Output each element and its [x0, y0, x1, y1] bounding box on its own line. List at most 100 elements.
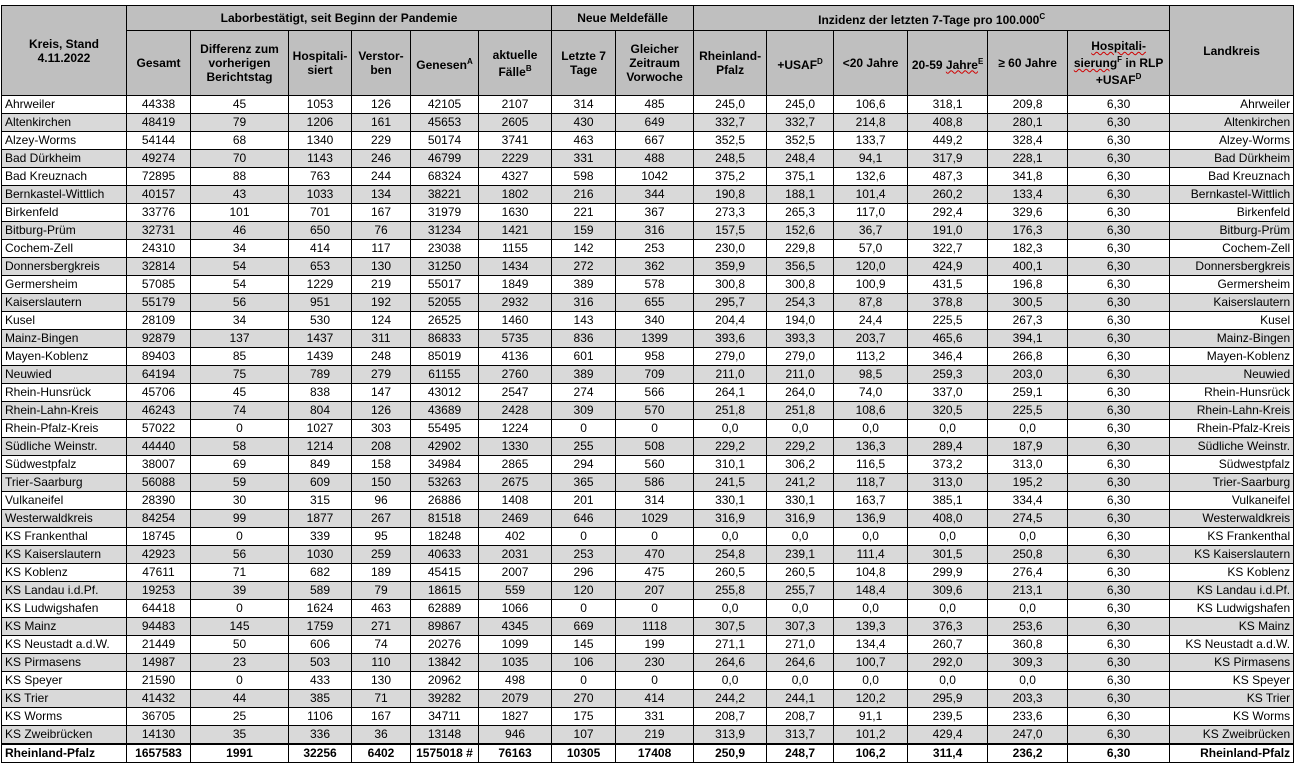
table-row: KS Trier 41432 44 385 71 39282 2079 270 414 244,2…	[1, 689, 1295, 708]
cell-inzidenz-rlp: 0,0	[693, 527, 768, 546]
cell-inzidenz-usaf: 0,0	[766, 527, 835, 546]
cell-inzidenz-20-59: 385,1	[907, 491, 989, 510]
cell-inzidenz-ueber-60: 300,5	[987, 293, 1069, 312]
table-row: Mainz-Bingen 92879 137 1437 311 86833 5735 836 1…	[1, 329, 1295, 348]
cell-letzte-7-tage: 601	[551, 347, 617, 366]
cell-inzidenz-ueber-60: 228,1	[987, 149, 1069, 168]
header-gesamt: Gesamt	[126, 30, 191, 96]
cell-hospitalisierung: 6,30	[1067, 185, 1171, 204]
cell-gesamt: 14130	[126, 725, 191, 745]
cell-genesen: 26886	[410, 491, 479, 510]
cell-inzidenz-20-59: 465,6	[907, 329, 989, 348]
cell-vorwoche: 709	[615, 365, 695, 384]
cell-genesen: 34984	[410, 455, 479, 474]
footnote-b: B	[525, 63, 532, 73]
cell-genesen: 55017	[410, 275, 479, 294]
cell-inzidenz-unter-20: 120,0	[833, 257, 909, 276]
cell-genesen: 26525	[410, 311, 479, 330]
cell-inzidenz-ueber-60: 313,0	[987, 455, 1069, 474]
cell-verstorben: 167	[351, 707, 411, 726]
cell-kreis: Vulkaneifel	[1, 491, 127, 510]
cell-inzidenz-20-59: 0,0	[907, 527, 989, 546]
cell-hospitalisierung: 6,30	[1067, 113, 1171, 132]
cell-gesamt: 21590	[126, 671, 191, 690]
cell-inzidenz-rlp: 279,0	[693, 347, 768, 366]
cell-inzidenz-usaf: 356,5	[766, 257, 835, 276]
cell-inzidenz-usaf: 188,1	[766, 185, 835, 204]
cell-vorwoche: 578	[615, 275, 695, 294]
cell-inzidenz-ueber-60: 341,8	[987, 167, 1069, 186]
cell-genesen: 50174	[410, 131, 479, 150]
cell-letzte-7-tage: 316	[551, 293, 617, 312]
cell-hospitalisierung: 6,30	[1067, 347, 1171, 366]
cell-inzidenz-rlp: 157,5	[693, 221, 768, 240]
cell-kreis: Birkenfeld	[1, 203, 127, 222]
cell-landkreis: Donnersbergkreis	[1169, 257, 1295, 276]
cell-differenz: 56	[190, 545, 289, 564]
cell-inzidenz-unter-20: 0,0	[833, 527, 909, 546]
cell-gesamt: 18745	[126, 527, 191, 546]
cell-vorwoche: 958	[615, 347, 695, 366]
cell-landkreis: Rhein-Pfalz-Kreis	[1169, 419, 1295, 438]
cell-inzidenz-20-59: 299,9	[907, 563, 989, 582]
cell-hospitalisierung: 6,30	[1067, 203, 1171, 222]
cell-inzidenz-20-59: 289,4	[907, 437, 989, 456]
cell-letzte-7-tage: 0	[551, 671, 617, 690]
cell-genesen: 31250	[410, 257, 479, 276]
cell-landkreis: KS Koblenz	[1169, 563, 1295, 582]
cell-verstorben: 158	[351, 455, 411, 474]
cell-differenz: 74	[190, 401, 289, 420]
cell-inzidenz-usaf: 152,6	[766, 221, 835, 240]
cell-inzidenz-unter-20: 118,7	[833, 473, 909, 492]
cell-kreis: Mayen-Koblenz	[1, 347, 127, 366]
table-row: KS Pirmasens 14987 23 503 110 13842 1035 106 230…	[1, 653, 1295, 672]
cell-kreis: Südwestpfalz	[1, 455, 127, 474]
cell-landkreis: Rhein-Hunsrück	[1169, 383, 1295, 402]
cell-inzidenz-ueber-60: 329,6	[987, 203, 1069, 222]
cell-letzte-7-tage: 221	[551, 203, 617, 222]
cell-vorwoche: 0	[615, 527, 695, 546]
cell-verstorben: 126	[351, 401, 411, 420]
cell-landkreis: Bad Dürkheim	[1169, 149, 1295, 168]
header-verstorben: Verstor-ben	[351, 30, 411, 96]
header-20-59-text: 20-59	[911, 57, 946, 72]
cell-hospitalisierung: 6,30	[1067, 545, 1171, 564]
cell-genesen: 52055	[410, 293, 479, 312]
cell-letzte-7-tage: 463	[551, 131, 617, 150]
cell-inzidenz-rlp: 295,7	[693, 293, 768, 312]
cell-inzidenz-usaf: 352,5	[766, 131, 835, 150]
cell-inzidenz-unter-20: 148,4	[833, 581, 909, 600]
cell-differenz: 54	[190, 257, 289, 276]
cell-vorwoche: 667	[615, 131, 695, 150]
cell-aktuelle-faelle: 1630	[477, 203, 553, 222]
cell-gesamt: 46243	[126, 401, 191, 420]
cell-inzidenz-ueber-60: 213,1	[987, 581, 1069, 600]
cell-inzidenz-ueber-60: 309,3	[987, 653, 1069, 672]
cell-inzidenz-ueber-60: 394,1	[987, 329, 1069, 348]
cell-genesen: 13148	[410, 725, 479, 745]
cell-landkreis: Kusel	[1169, 311, 1295, 330]
cell-landkreis: KS Trier	[1169, 689, 1295, 708]
cell-letzte-7-tage: 274	[551, 383, 617, 402]
cell-hospitalisierung: 6,30	[1067, 563, 1171, 582]
cell-genesen: 23038	[410, 239, 479, 258]
cell-kreis: KS Speyer	[1, 671, 127, 690]
cell-inzidenz-ueber-60: 225,5	[987, 401, 1069, 420]
cell-aktuelle-faelle: 946	[477, 725, 553, 745]
cell-hospitalisiert: 336	[288, 725, 352, 745]
cell-kreis: KS Worms	[1, 707, 127, 726]
cell-verstorben: 134	[351, 185, 411, 204]
cell-inzidenz-unter-20: 0,0	[833, 599, 909, 618]
cell-kreis: Germersheim	[1, 275, 127, 294]
cell-inzidenz-ueber-60: 0,0	[987, 527, 1069, 546]
table-row: Rhein-Lahn-Kreis 46243 74 804 126 43689 2428 30…	[1, 401, 1295, 420]
table-header: Kreis, Stand 4.11.2022 Laborbestätigt, s…	[1, 5, 1295, 96]
table-row: KS Koblenz 47611 71 682 189 45415 2007 296 475 26…	[1, 563, 1295, 582]
cell-kreis: Donnersbergkreis	[1, 257, 127, 276]
cell-inzidenz-rlp: 0,0	[693, 671, 768, 690]
cell-genesen: 86833	[410, 329, 479, 348]
cell-inzidenz-unter-20: 106,2	[833, 743, 909, 763]
cell-inzidenz-usaf: 255,7	[766, 581, 835, 600]
cell-aktuelle-faelle: 1035	[477, 653, 553, 672]
cell-inzidenz-rlp: 352,5	[693, 131, 768, 150]
